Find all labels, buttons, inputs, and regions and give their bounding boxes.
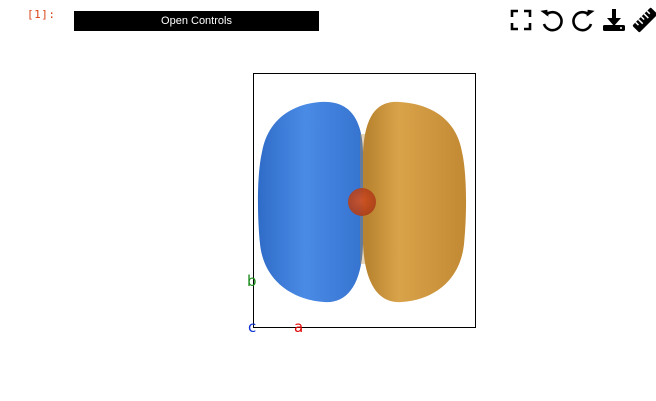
axis-a-label: a	[294, 318, 304, 336]
measure-button[interactable]	[631, 6, 656, 34]
undo-icon	[540, 9, 563, 32]
negative-lobe	[257, 101, 363, 303]
fullscreen-button[interactable]	[507, 6, 535, 34]
redo-icon	[572, 9, 595, 32]
viewer-toolbar	[505, 6, 656, 34]
axis-b-label: b	[247, 272, 257, 290]
undo-button[interactable]	[538, 6, 566, 34]
download-button[interactable]	[600, 6, 628, 34]
3d-viewer-canvas[interactable]	[253, 73, 476, 328]
ruler-icon	[632, 7, 656, 33]
open-controls-button[interactable]: Open Controls	[74, 11, 319, 31]
download-icon	[603, 9, 625, 31]
axis-c-label: c	[248, 318, 257, 336]
orbital-isosurface	[257, 101, 467, 303]
redo-button[interactable]	[569, 6, 597, 34]
cell-prompt: [1]:	[27, 8, 56, 21]
positive-lobe	[363, 101, 467, 303]
fullscreen-icon	[510, 9, 532, 31]
atom-sphere	[348, 188, 376, 216]
